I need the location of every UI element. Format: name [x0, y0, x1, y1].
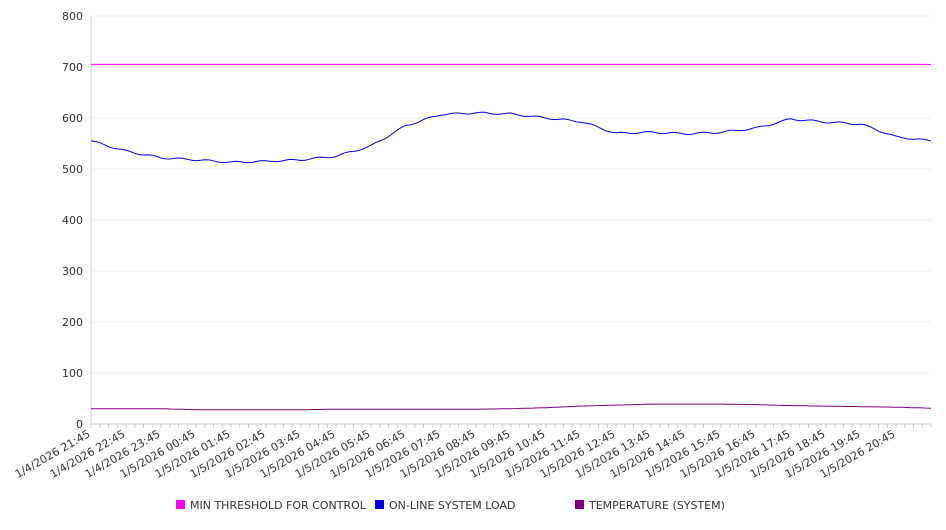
- y-tick-label: 400: [62, 214, 83, 227]
- y-tick-label: 800: [62, 10, 83, 23]
- y-tick-label: 700: [62, 61, 83, 74]
- series-line-2: [91, 404, 931, 410]
- legend-swatch: [375, 500, 384, 509]
- y-tick-label: 200: [62, 316, 83, 329]
- legend-label: MIN THRESHOLD FOR CONTROL: [190, 499, 367, 512]
- y-tick-label: 600: [62, 112, 83, 125]
- series-line-1: [91, 112, 931, 163]
- legend-swatch: [575, 500, 584, 509]
- y-tick-label: 100: [62, 367, 83, 380]
- y-tick-label: 500: [62, 163, 83, 176]
- legend-label: ON-LINE SYSTEM LOAD: [389, 499, 515, 512]
- legend-label: TEMPERATURE (SYSTEM): [588, 499, 725, 512]
- legend-swatch: [176, 500, 185, 509]
- y-tick-label: 300: [62, 265, 83, 278]
